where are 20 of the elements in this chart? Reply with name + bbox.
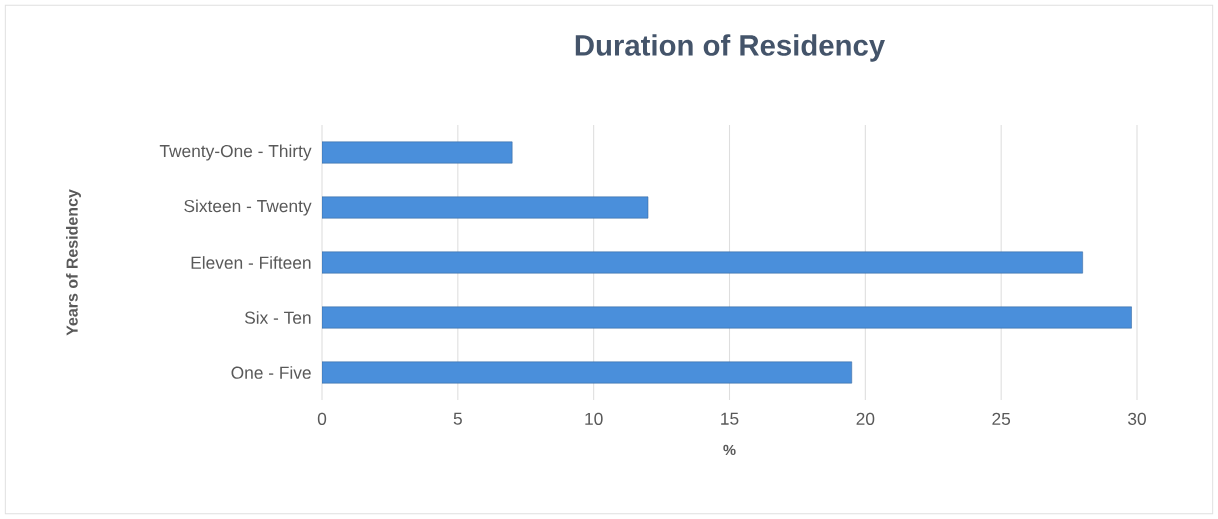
x-tick-label: 25 (992, 412, 1011, 425)
y-axis-title: Years of Residency (66, 189, 81, 336)
x-tick-label: 20 (856, 412, 875, 425)
bar (322, 196, 649, 219)
x-tick-label: 5 (453, 412, 462, 425)
y-tick-label: One - Five (231, 366, 311, 379)
y-tick-label: Six - Ten (244, 311, 311, 324)
y-tick-label: Eleven - Fifteen (191, 256, 311, 269)
y-tick-label: Sixteen - Twenty (184, 199, 312, 216)
x-tick-label: 30 (1128, 412, 1146, 425)
chart-title: Duration of Residency (575, 34, 885, 62)
bar (322, 251, 1083, 274)
bar (322, 361, 853, 384)
bar (322, 306, 1132, 329)
y-tick-label: Twenty-One - Thirty (159, 144, 312, 161)
x-tick-label: 10 (585, 412, 603, 425)
x-tick-label: 0 (317, 412, 327, 425)
bar (322, 141, 513, 164)
x-tick-label: 15 (721, 412, 739, 425)
x-axis-title: % (723, 444, 736, 456)
